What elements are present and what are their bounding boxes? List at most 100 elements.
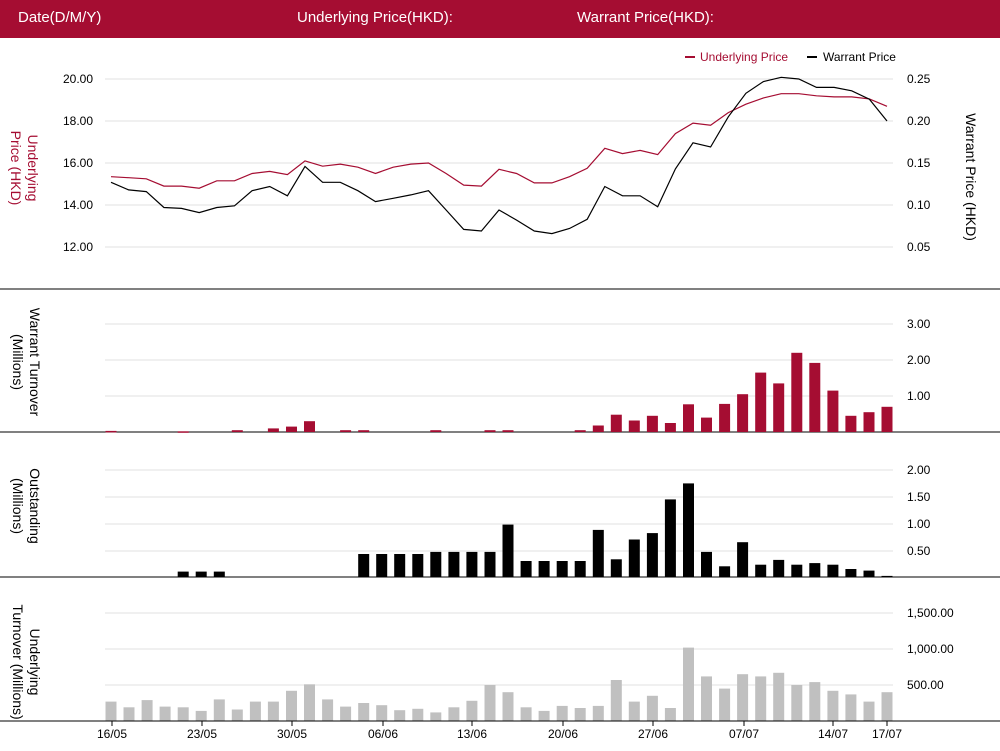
outstanding-bar — [664, 499, 676, 577]
outstanding-bar — [683, 483, 694, 577]
underlying-turnover-bar — [286, 690, 297, 721]
warrant-price-line — [110, 76, 888, 235]
x-tick-label: 13/06 — [457, 727, 487, 741]
outstanding-bar — [520, 561, 532, 578]
outstanding-bar — [412, 554, 424, 577]
underlying-turnover-bar — [610, 680, 622, 721]
y2-tick-label: 0.10 — [907, 198, 931, 212]
underlying-turnover-bar — [376, 705, 388, 721]
x-tick-label: 23/05 — [187, 727, 217, 741]
warrant-turnover-bar — [737, 394, 749, 432]
outstanding-bar — [610, 559, 622, 577]
outstanding-bar — [791, 564, 803, 577]
x-tick-label: 27/06 — [638, 727, 668, 741]
warrant-turnover-bar — [358, 430, 370, 432]
warrant-turnover-bar — [809, 362, 821, 432]
underlying-turnover-bar — [159, 706, 171, 721]
underlying-turnover-bar — [701, 676, 712, 721]
warrant-turnover-bar — [574, 430, 586, 432]
underlying-price-line — [110, 93, 888, 189]
y-tick-label: 1.50 — [907, 490, 931, 504]
underlying-turnover-bar — [213, 699, 225, 721]
outstanding-bar — [358, 554, 370, 577]
warrant-turnover-bar — [881, 406, 893, 432]
x-tick-label: 14/07 — [818, 727, 848, 741]
warrant-turnover-bar — [845, 415, 857, 432]
underlying-turnover-bar — [141, 700, 153, 721]
y-axis-label: UnderlyingTurnover (Millions) — [10, 604, 43, 719]
underlying-turnover-bar — [520, 707, 532, 721]
y-axis-label: Warrant Turnover(Millions) — [10, 308, 43, 417]
underlying-turnover-bar — [791, 685, 803, 721]
y-tick-label: 3.00 — [907, 317, 931, 331]
legend-warrant: Warrant Price — [823, 50, 896, 64]
underlying-turnover-bar — [881, 692, 893, 721]
outstanding-bar — [448, 551, 460, 577]
outstanding-bar — [484, 551, 496, 577]
outstanding-bar — [755, 564, 767, 577]
warrant-turnover-bar — [683, 404, 694, 432]
outstanding-bar — [592, 529, 604, 577]
warrant-turnover-bar — [646, 415, 658, 432]
warrant-turnover-bar — [231, 430, 243, 432]
outstanding-bar — [845, 569, 857, 577]
underlying-turnover-bar — [556, 705, 568, 721]
date-label: Date(D/M/Y) — [18, 9, 102, 26]
x-tick-label: 17/07 — [872, 727, 902, 741]
underlying-turnover-bar — [827, 690, 839, 721]
underlying-price-label: Underlying Price(HKD): — [297, 9, 453, 26]
warrant-turnover-bar — [430, 430, 442, 432]
underlying-turnover-bar — [863, 701, 875, 721]
underlying-turnover-bar — [592, 705, 604, 721]
underlying-turnover-bar — [448, 707, 460, 721]
underlying-turnover-bar — [845, 694, 857, 721]
x-tick-label: 07/07 — [729, 727, 759, 741]
x-tick-label: 30/05 — [277, 727, 307, 741]
y-tick-label: 2.00 — [907, 463, 931, 477]
warrant-turnover-bar — [592, 425, 604, 432]
y-tick-label: 2.00 — [907, 353, 931, 367]
warrant-turnover-bar — [502, 430, 514, 432]
underlying-turnover-bar — [664, 708, 676, 721]
underlying-turnover-bar — [340, 706, 352, 721]
underlying-turnover-bar — [105, 701, 117, 721]
warrant-turnover-bar — [755, 372, 767, 432]
y-tick-label: 500.00 — [907, 678, 944, 692]
y-axis-label: Outstanding(Millions) — [10, 468, 43, 544]
y-tick-label: 16.00 — [63, 156, 93, 170]
y-tick-label: 0.50 — [907, 544, 931, 558]
outstanding-bar — [773, 559, 785, 577]
outstanding-bar — [466, 551, 478, 577]
underlying-turnover-bar — [502, 692, 514, 721]
warrant-chart: 20.00 18.00 16.00 14.00 12.00 0.25 0.20 0.15 0.1… — [0, 50, 1000, 741]
x-tick-label: 20/06 — [548, 727, 578, 741]
warrant-turnover-bar — [701, 417, 712, 432]
y2-tick-label: 0.15 — [907, 156, 931, 170]
outstanding-bar — [574, 561, 586, 578]
outstanding-bar — [538, 561, 550, 578]
underlying-turnover-bar — [466, 700, 478, 721]
outstanding-bar — [394, 554, 406, 577]
underlying-turnover-bar — [195, 710, 207, 721]
warrant-turnover-bar — [286, 426, 297, 432]
outstanding-bar — [195, 571, 207, 577]
underlying-turnover-bar — [719, 688, 731, 721]
y2-tick-label: 0.25 — [907, 72, 931, 86]
underlying-turnover-bar — [628, 701, 640, 721]
y-tick-label: 20.00 — [63, 72, 93, 86]
y-axis-label: Warrant Price (HKD) — [963, 113, 979, 241]
warrant-turnover-bar — [863, 412, 875, 432]
underlying-turnover-bar — [430, 712, 442, 721]
underlying-turnover-bar — [394, 710, 406, 721]
outstanding-bar — [430, 551, 442, 577]
header-bar: Date(D/M/Y) Underlying Price(HKD): Warra… — [0, 0, 1000, 38]
underlying-turnover-bar — [809, 682, 821, 721]
underlying-turnover-bar — [773, 672, 785, 721]
warrant-turnover-bar — [177, 431, 189, 433]
outstanding-bar — [177, 571, 189, 577]
underlying-turnover-bar — [484, 685, 496, 721]
warrant-turnover-bar — [340, 430, 352, 432]
warrant-turnover-bar — [304, 421, 315, 432]
y-tick-label: 1.00 — [907, 517, 931, 531]
y2-tick-label: 0.05 — [907, 240, 931, 254]
